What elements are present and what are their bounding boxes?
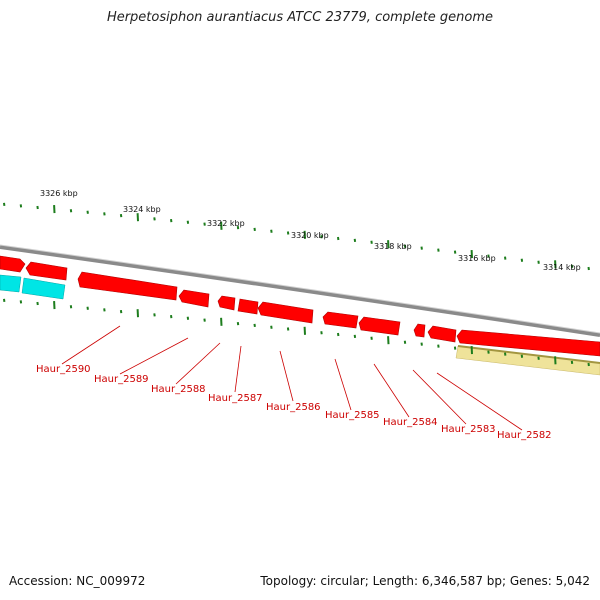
gene-arrow: [0, 255, 26, 273]
genome-backbone: [0, 245, 600, 337]
scale-label: 3324 kbp: [123, 205, 161, 214]
gene-label: Haur_2583: [441, 424, 496, 435]
gene-label: Haur_2587: [208, 393, 263, 404]
genome-backbone-highlight: [0, 244, 600, 334]
scale-label: 3316 kbp: [458, 254, 496, 263]
leader-line: [61, 325, 121, 365]
gene-labels: Haur_2590 Haur_2589 Haur_2588 Haur_2587 …: [36, 364, 552, 441]
leader-line: [279, 350, 294, 402]
gene-label: Haur_2590: [36, 364, 91, 375]
gene-arrow: [77, 271, 178, 301]
scale-label: 3326 kbp: [40, 189, 78, 198]
gene-arrow: [25, 261, 68, 281]
gene-arrow: [178, 289, 210, 308]
gene-leader-lines: [61, 325, 523, 431]
gene-arrow: [237, 298, 259, 315]
gene-arrow: [322, 311, 359, 329]
gene-label: Haur_2589: [94, 374, 149, 385]
gene-label: Haur_2588: [151, 384, 206, 395]
scale-label: 3314 kbp: [543, 263, 581, 272]
leader-line: [119, 337, 189, 375]
gene-arrow: [456, 329, 600, 357]
map-title: Herpetosiphon aurantiacus ATCC 23779, co…: [106, 10, 494, 25]
cyan-feature: [21, 277, 66, 300]
gene-arrow: [257, 301, 314, 324]
genome-summary-text: Topology: circular; Length: 6,346,587 bp…: [260, 574, 590, 588]
gene-label: Haur_2585: [325, 410, 380, 421]
gene-label: Haur_2586: [266, 402, 321, 413]
cyan-feature-group: [0, 274, 66, 300]
gene-arrow: [358, 316, 401, 336]
gene-arrow: [217, 295, 236, 311]
accession-text: Accession: NC_009972: [9, 574, 146, 588]
scale-ticks-top: [3, 202, 590, 271]
leader-line: [412, 369, 467, 425]
gene-arrows: [0, 255, 600, 357]
leader-line: [373, 363, 410, 418]
cyan-feature: [0, 274, 22, 293]
yellow-feature-edge: [457, 345, 600, 364]
leader-line: [234, 345, 242, 393]
leader-line: [334, 358, 352, 411]
gene-arrow: [413, 323, 426, 338]
leader-line: [436, 372, 523, 431]
gene-label: Haur_2584: [383, 417, 438, 428]
scale-label: 3322 kbp: [207, 219, 245, 228]
scale-label: 3320 kbp: [291, 231, 329, 240]
leader-line: [175, 342, 221, 385]
scale-ticks-bottom: [3, 298, 590, 367]
scale-labels: 3326 kbp 3324 kbp 3322 kbp 3320 kbp 3318…: [40, 189, 581, 272]
gene-label: Haur_2582: [497, 430, 552, 441]
scale-label: 3318 kbp: [374, 242, 412, 251]
gene-arrow: [427, 325, 457, 343]
